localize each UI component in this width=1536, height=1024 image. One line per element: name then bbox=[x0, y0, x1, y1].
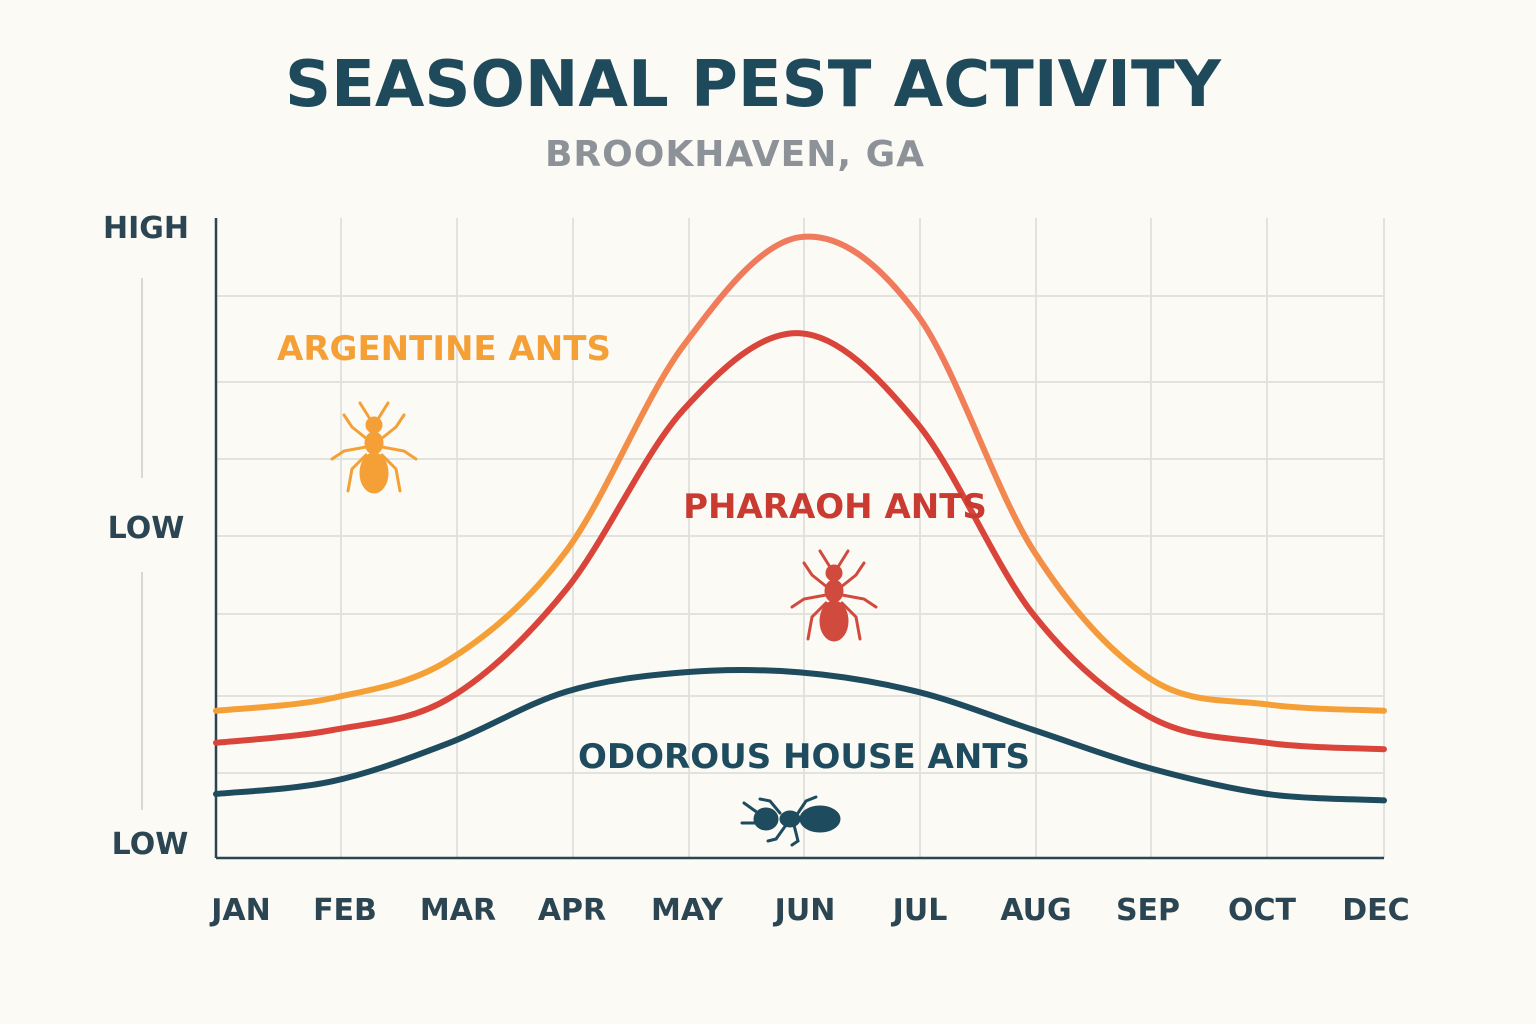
chart-title: SEASONAL PEST ACTIVITY bbox=[285, 48, 1222, 122]
x-tick-label: DEC bbox=[1342, 893, 1409, 928]
x-tick-label: JUL bbox=[891, 893, 948, 928]
y-tick-high: HIGH bbox=[103, 211, 189, 246]
x-tick-label: FEB bbox=[313, 893, 377, 928]
x-tick-label: JUN bbox=[773, 893, 836, 928]
x-tick-label: OCT bbox=[1228, 893, 1297, 928]
series-line-argentine-ants bbox=[213, 233, 1387, 714]
x-tick-label: APR bbox=[538, 893, 606, 928]
series-label-pharaoh: PHARAOH ANTS bbox=[683, 487, 987, 527]
y-tick-low-mid: LOW bbox=[108, 511, 185, 546]
series-lines bbox=[213, 233, 1387, 804]
chart-subtitle: BROOKHAVEN, GA bbox=[545, 134, 925, 175]
series-line-pharaoh-ants bbox=[213, 330, 1387, 753]
x-tick-label: SEP bbox=[1116, 893, 1180, 928]
series-line-odorous-house-ants bbox=[213, 667, 1387, 804]
x-tick-label: MAY bbox=[651, 893, 724, 928]
x-tick-label: AUG bbox=[1000, 893, 1071, 928]
argentine-ant-icon bbox=[330, 401, 418, 495]
odorous-ant-icon bbox=[740, 795, 842, 847]
x-tick-label: MAR bbox=[420, 893, 496, 928]
y-tick-low-bottom: LOW bbox=[112, 827, 189, 862]
x-tick-label: JAN bbox=[209, 893, 271, 928]
series-label-odorous: ODOROUS HOUSE ANTS bbox=[578, 737, 1030, 777]
x-tick-labels: JAN FEB MAR APR MAY JUN JUL AUG SEP OCT DEC bbox=[209, 893, 1409, 928]
series-label-argentine: ARGENTINE ANTS bbox=[277, 329, 611, 369]
grid bbox=[216, 218, 1385, 858]
